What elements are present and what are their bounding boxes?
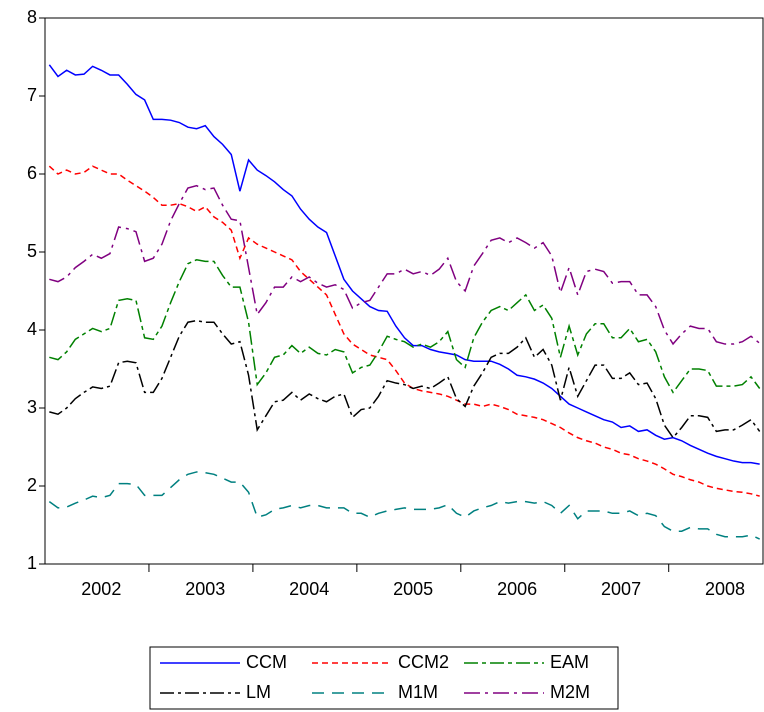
legend-label: M1M [398, 682, 438, 702]
x-tick-label: 2005 [393, 579, 433, 599]
y-tick-label: 6 [27, 163, 37, 183]
series-line [49, 184, 761, 346]
y-tick-label: 2 [27, 475, 37, 495]
legend-box [149, 646, 619, 710]
y-tick-label: 3 [27, 397, 37, 417]
series-line [48, 471, 760, 540]
series-line [48, 165, 760, 497]
x-tick-label: 2008 [705, 579, 745, 599]
y-tick-label: 8 [27, 7, 37, 27]
x-tick-label: 2002 [81, 579, 121, 599]
series-line [48, 64, 760, 465]
y-tick-label: 7 [27, 85, 37, 105]
legend-label: CCM [246, 652, 287, 672]
y-tick-label: 1 [27, 553, 37, 573]
x-tick-label: 2004 [289, 579, 329, 599]
series-line [49, 319, 761, 439]
series-line [49, 259, 761, 394]
x-tick-label: 2007 [601, 579, 641, 599]
legend-label: EAM [550, 652, 589, 672]
plot-frame [44, 17, 764, 565]
x-tick-label: 2003 [185, 579, 225, 599]
legend-label: CCM2 [398, 652, 449, 672]
x-tick-label: 2006 [497, 579, 537, 599]
y-tick-label: 5 [27, 241, 37, 261]
legend-label: M2M [550, 682, 590, 702]
legend-label: LM [246, 682, 271, 702]
y-tick-label: 4 [27, 319, 37, 339]
